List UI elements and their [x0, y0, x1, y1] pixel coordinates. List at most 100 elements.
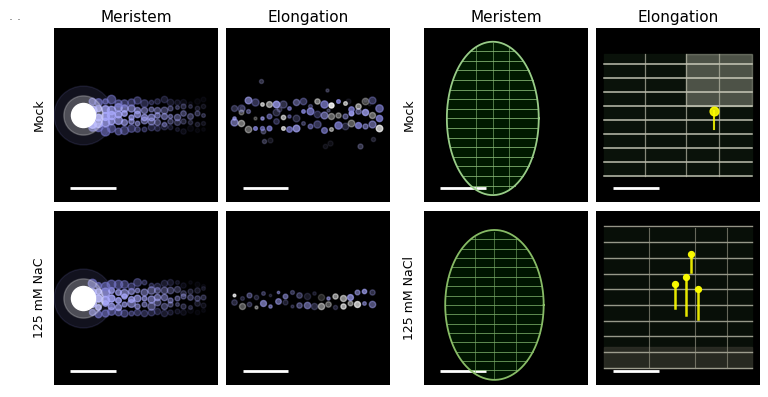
Point: [92, 124, 104, 130]
Point: [325, 126, 337, 132]
Point: [300, 293, 313, 299]
Point: [228, 292, 240, 298]
Point: [255, 78, 267, 85]
Point: [170, 99, 183, 105]
Point: [329, 304, 342, 310]
Point: [157, 106, 170, 113]
Point: [92, 105, 104, 112]
Text: 125 mM NaCl: 125 mM NaCl: [403, 256, 416, 340]
Point: [105, 112, 118, 118]
Point: [184, 103, 196, 110]
Point: [118, 105, 131, 112]
Point: [270, 118, 282, 124]
Point: [124, 118, 137, 124]
Point: [263, 125, 275, 131]
Point: [242, 97, 254, 104]
Text: Elongation: Elongation: [637, 10, 719, 25]
Point: [197, 294, 209, 301]
Point: [263, 101, 275, 107]
Point: [351, 288, 363, 295]
Point: [283, 125, 296, 132]
Point: [170, 308, 183, 314]
Point: [235, 295, 247, 301]
Point: [138, 310, 151, 316]
Polygon shape: [604, 347, 752, 368]
Point: [77, 112, 89, 118]
Point: [131, 96, 144, 103]
Point: [271, 289, 283, 295]
Point: [190, 287, 203, 293]
Point: [157, 113, 170, 119]
Point: [105, 118, 118, 124]
Point: [264, 292, 276, 298]
Point: [250, 294, 262, 301]
Point: [98, 98, 111, 104]
Point: [157, 303, 170, 309]
Point: [124, 125, 137, 131]
Point: [236, 104, 248, 111]
Point: [111, 289, 124, 295]
Point: [242, 108, 254, 114]
Point: [297, 108, 310, 114]
Point: [157, 123, 170, 129]
Point: [131, 126, 144, 132]
Point: [270, 108, 282, 115]
Point: [131, 279, 144, 285]
Point: [264, 303, 276, 309]
Point: [170, 286, 183, 293]
Point: [304, 103, 316, 109]
Point: [105, 96, 118, 102]
Point: [92, 99, 104, 105]
Point: [98, 310, 111, 316]
Point: [353, 143, 366, 149]
Point: [151, 294, 164, 301]
Point: [366, 97, 379, 103]
Point: [184, 113, 196, 119]
Point: [164, 287, 177, 293]
Point: [311, 98, 323, 104]
Point: [124, 99, 137, 105]
Point: [308, 290, 320, 296]
Point: [77, 295, 89, 301]
Point: [184, 279, 196, 285]
Polygon shape: [687, 54, 752, 106]
Point: [263, 137, 276, 143]
Point: [131, 303, 144, 309]
Point: [276, 125, 289, 131]
Point: [228, 115, 240, 121]
Point: [138, 114, 151, 120]
Point: [77, 112, 89, 118]
Point: [344, 300, 356, 306]
Point: [308, 303, 320, 310]
Point: [138, 289, 151, 295]
Point: [297, 98, 310, 104]
Point: [98, 113, 111, 119]
Point: [256, 115, 268, 121]
Point: [177, 303, 190, 310]
Point: [98, 106, 111, 112]
Point: [343, 98, 355, 104]
Point: [98, 288, 111, 295]
Text: Mock: Mock: [403, 98, 416, 131]
Point: [235, 109, 247, 115]
Point: [138, 295, 151, 301]
Point: [708, 108, 720, 115]
Point: [105, 303, 118, 309]
Point: [177, 293, 190, 299]
Point: [105, 281, 118, 287]
Point: [92, 304, 104, 310]
Point: [124, 104, 137, 111]
Point: [118, 126, 131, 133]
Text: Mock: Mock: [33, 98, 46, 131]
Polygon shape: [445, 230, 544, 380]
Point: [85, 309, 98, 315]
Point: [184, 307, 196, 313]
Point: [111, 128, 124, 134]
Point: [177, 99, 190, 106]
Point: [263, 113, 275, 119]
Point: [304, 123, 316, 129]
Point: [85, 124, 98, 131]
Point: [304, 108, 316, 114]
Point: [228, 299, 240, 305]
Point: [138, 279, 151, 285]
